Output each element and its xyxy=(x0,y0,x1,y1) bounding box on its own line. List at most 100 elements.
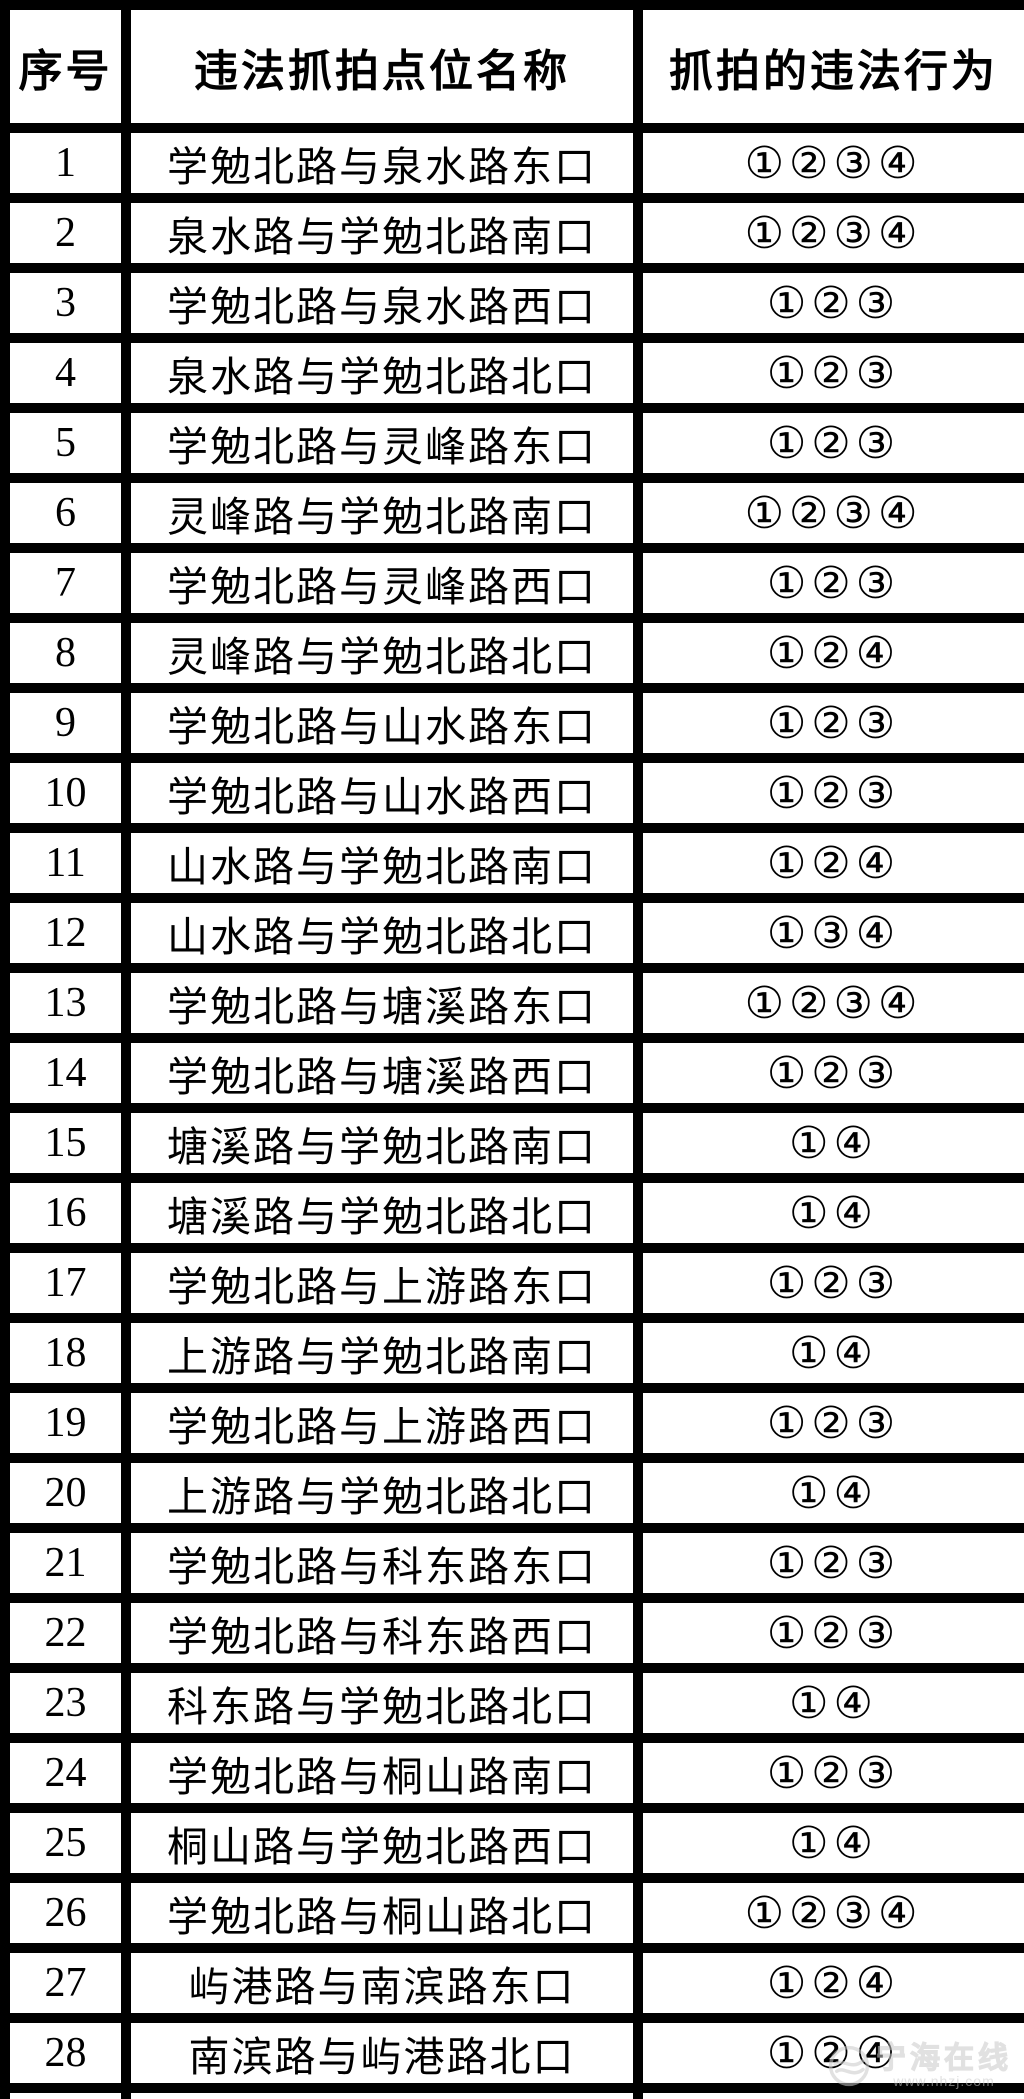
row-serial-number: 4 xyxy=(0,333,131,413)
violation-codes: ①②③ xyxy=(633,1383,1024,1463)
row-serial-number: 2 xyxy=(0,193,131,273)
violation-codes: ①②③ xyxy=(633,403,1024,483)
capture-point-name: 泉水路与学勉北路南口 xyxy=(121,193,643,273)
capture-point-name: 山水路与学勉北路北口 xyxy=(121,893,643,973)
capture-point-name: 科东路与学勉北路北口 xyxy=(121,1663,643,1743)
violation-codes: ① xyxy=(633,2083,1024,2099)
row-serial-number: 20 xyxy=(0,1453,131,1533)
header-index: 序号 xyxy=(0,0,131,133)
violation-codes: ①②③④ xyxy=(633,1873,1024,1953)
table-row: 9 学勉北路与山水路东口 ①②③ xyxy=(0,683,1024,763)
violation-codes: ①②③ xyxy=(633,1733,1024,1813)
table-row: 29 甬临线与王家村南口 ① xyxy=(0,2083,1024,2099)
row-serial-number: 22 xyxy=(0,1593,131,1673)
capture-point-name: 上游路与学勉北路南口 xyxy=(121,1313,643,1393)
row-serial-number: 24 xyxy=(0,1733,131,1813)
capture-point-name: 学勉北路与上游路西口 xyxy=(121,1383,643,1463)
row-serial-number: 28 xyxy=(0,2013,131,2093)
violation-codes: ①②④ xyxy=(633,823,1024,903)
capture-point-name: 学勉北路与山水路东口 xyxy=(121,683,643,763)
row-serial-number: 29 xyxy=(0,2083,131,2099)
row-serial-number: 15 xyxy=(0,1103,131,1183)
capture-point-name: 南滨路与屿港路北口 xyxy=(121,2013,643,2093)
capture-point-name: 泉水路与学勉北路北口 xyxy=(121,333,643,413)
table-row: 22 学勉北路与科东路西口 ①②③ xyxy=(0,1593,1024,1673)
violation-codes: ①④ xyxy=(633,1803,1024,1883)
capture-point-name: 塘溪路与学勉北路南口 xyxy=(121,1103,643,1183)
table-row: 16 塘溪路与学勉北路北口 ①④ xyxy=(0,1173,1024,1253)
row-serial-number: 23 xyxy=(0,1663,131,1743)
capture-point-name: 学勉北路与科东路西口 xyxy=(121,1593,643,1673)
row-serial-number: 13 xyxy=(0,963,131,1043)
row-serial-number: 10 xyxy=(0,753,131,833)
row-serial-number: 6 xyxy=(0,473,131,553)
table-row: 6 灵峰路与学勉北路南口 ①②③④ xyxy=(0,473,1024,553)
capture-point-name: 学勉北路与桐山路南口 xyxy=(121,1733,643,1813)
table-row: 7 学勉北路与灵峰路西口 ①②③ xyxy=(0,543,1024,623)
row-serial-number: 9 xyxy=(0,683,131,763)
violation-codes: ①②③④ xyxy=(633,193,1024,273)
capture-point-name: 甬临线与王家村南口 xyxy=(121,2083,643,2099)
capture-point-name: 学勉北路与桐山路北口 xyxy=(121,1873,643,1953)
table-row: 23 科东路与学勉北路北口 ①④ xyxy=(0,1663,1024,1743)
capture-point-name: 山水路与学勉北路南口 xyxy=(121,823,643,903)
capture-point-name: 学勉北路与泉水路东口 xyxy=(121,123,643,203)
violation-codes: ①②③ xyxy=(633,1033,1024,1113)
table-row: 26 学勉北路与桐山路北口 ①②③④ xyxy=(0,1873,1024,1953)
table-row: 3 学勉北路与泉水路西口 ①②③ xyxy=(0,263,1024,343)
row-serial-number: 26 xyxy=(0,1873,131,1953)
violation-codes: ①②③ xyxy=(633,1593,1024,1673)
violation-codes: ①②③④ xyxy=(633,123,1024,203)
table-row: 28 南滨路与屿港路北口 ①②④ xyxy=(0,2013,1024,2093)
row-serial-number: 14 xyxy=(0,1033,131,1113)
capture-point-name: 学勉北路与灵峰路西口 xyxy=(121,543,643,623)
table-row: 15 塘溪路与学勉北路南口 ①④ xyxy=(0,1103,1024,1183)
table-row: 1 学勉北路与泉水路东口 ①②③④ xyxy=(0,123,1024,203)
violation-codes: ①④ xyxy=(633,1103,1024,1183)
table-row: 2 泉水路与学勉北路南口 ①②③④ xyxy=(0,193,1024,273)
row-serial-number: 16 xyxy=(0,1173,131,1253)
capture-point-name: 学勉北路与灵峰路东口 xyxy=(121,403,643,483)
violation-codes: ①②③④ xyxy=(633,963,1024,1043)
row-serial-number: 1 xyxy=(0,123,131,203)
row-serial-number: 8 xyxy=(0,613,131,693)
table-row: 14 学勉北路与塘溪路西口 ①②③ xyxy=(0,1033,1024,1113)
capture-point-name: 塘溪路与学勉北路北口 xyxy=(121,1173,643,1253)
violation-codes: ①②③ xyxy=(633,683,1024,763)
violation-codes: ①②③ xyxy=(633,333,1024,413)
row-serial-number: 27 xyxy=(0,1943,131,2023)
row-serial-number: 18 xyxy=(0,1313,131,1393)
violation-codes: ①④ xyxy=(633,1663,1024,1743)
table-row: 4 泉水路与学勉北路北口 ①②③ xyxy=(0,333,1024,413)
capture-point-name: 桐山路与学勉北路西口 xyxy=(121,1803,643,1883)
violation-codes: ①②③ xyxy=(633,1243,1024,1323)
violation-codes: ①②③④ xyxy=(633,473,1024,553)
capture-point-name: 学勉北路与科东路东口 xyxy=(121,1523,643,1603)
table-row: 5 学勉北路与灵峰路东口 ①②③ xyxy=(0,403,1024,483)
capture-point-name: 学勉北路与上游路东口 xyxy=(121,1243,643,1323)
violation-codes: ①③④ xyxy=(633,893,1024,973)
violation-codes: ①④ xyxy=(633,1453,1024,1533)
row-serial-number: 19 xyxy=(0,1383,131,1463)
capture-point-name: 屿港路与南滨路东口 xyxy=(121,1943,643,2023)
table-row: 24 学勉北路与桐山路南口 ①②③ xyxy=(0,1733,1024,1813)
row-serial-number: 5 xyxy=(0,403,131,483)
table-row: 12 山水路与学勉北路北口 ①③④ xyxy=(0,893,1024,973)
capture-point-name: 灵峰路与学勉北路北口 xyxy=(121,613,643,693)
table-row: 27 屿港路与南滨路东口 ①②④ xyxy=(0,1943,1024,2023)
row-serial-number: 25 xyxy=(0,1803,131,1883)
table-row: 13 学勉北路与塘溪路东口 ①②③④ xyxy=(0,963,1024,1043)
table-header-row: 序号 违法抓拍点位名称 抓拍的违法行为 xyxy=(0,0,1024,133)
capture-point-name: 学勉北路与塘溪路东口 xyxy=(121,963,643,1043)
table-row: 19 学勉北路与上游路西口 ①②③ xyxy=(0,1383,1024,1463)
row-serial-number: 7 xyxy=(0,543,131,623)
header-location-name: 违法抓拍点位名称 xyxy=(121,0,643,133)
violation-codes: ①②④ xyxy=(633,2013,1024,2093)
table-row: 8 灵峰路与学勉北路北口 ①②④ xyxy=(0,613,1024,693)
row-serial-number: 21 xyxy=(0,1523,131,1603)
violation-codes: ①②③ xyxy=(633,263,1024,343)
violation-codes: ①④ xyxy=(633,1173,1024,1253)
violation-codes: ①②④ xyxy=(633,613,1024,693)
